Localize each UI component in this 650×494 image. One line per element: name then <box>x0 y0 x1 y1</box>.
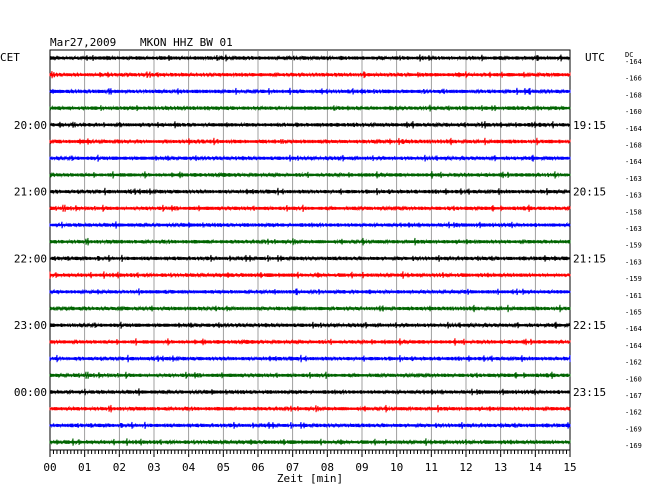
hour-labels: 20:00 21:00 22:00 23:00 00:00 19:15 20:15 21:15… <box>14 119 606 399</box>
dc-value-label: -160 <box>625 375 642 383</box>
dc-value-label: -169 <box>625 425 642 433</box>
trace-line <box>49 71 571 79</box>
x-tick-label: 03 <box>147 461 160 474</box>
minute-gridlines <box>84 50 536 450</box>
dc-value-label: -159 <box>625 242 642 250</box>
trace-line <box>49 338 571 346</box>
x-tick-label: 09 <box>355 461 368 474</box>
trace-line <box>49 388 571 396</box>
dc-value-label: -161 <box>625 292 642 300</box>
left-hour-label: 20:00 <box>14 119 47 132</box>
trace-line <box>49 288 571 296</box>
right-hour-label: 22:15 <box>573 319 606 332</box>
right-hour-label: 21:15 <box>573 252 606 265</box>
x-tick-label: 00 <box>43 461 56 474</box>
date-label: Mar27,2009 <box>50 36 116 49</box>
trace-line <box>49 404 571 413</box>
left-hour-label: 23:00 <box>14 319 47 332</box>
trace-line <box>49 54 571 62</box>
left-hour-label: 00:00 <box>14 386 47 399</box>
x-tick-label: 02 <box>113 461 126 474</box>
dc-value-label: -159 <box>625 275 642 283</box>
dc-value-label: -164 <box>625 342 642 350</box>
trace-line <box>49 137 571 146</box>
x-tick-label: 12 <box>459 461 472 474</box>
right-hour-label: 23:15 <box>573 386 606 399</box>
x-tick-label: 08 <box>321 461 334 474</box>
left-hour-label: 22:00 <box>14 252 47 265</box>
dc-value-label: -160 <box>625 108 642 116</box>
x-tick-label: 14 <box>529 461 543 474</box>
right-hour-label: 19:15 <box>573 119 606 132</box>
x-axis-label: Zeit [min] <box>277 472 343 485</box>
trace-line <box>49 371 571 380</box>
right-timezone-label: UTC <box>585 51 605 64</box>
left-hour-label: 21:00 <box>14 186 47 199</box>
x-tick-label: 06 <box>251 461 264 474</box>
trace-line <box>49 204 571 213</box>
dc-value-label: -168 <box>625 142 642 150</box>
trace-line <box>49 237 571 246</box>
trace-line <box>49 438 571 446</box>
x-tick-label: 01 <box>78 461 91 474</box>
trace-line <box>49 304 571 313</box>
station-label: MKON HHZ BW 01 <box>140 36 233 49</box>
x-tick-label: 13 <box>494 461 507 474</box>
trace-lines <box>49 54 571 446</box>
trace-line <box>49 354 571 363</box>
dc-value-label: -164 <box>625 125 642 133</box>
dc-value-label: -168 <box>625 91 642 99</box>
trace-line <box>49 121 571 129</box>
x-tick-label: 07 <box>286 461 299 474</box>
dc-value-label: -163 <box>625 225 642 233</box>
x-tick-label: 04 <box>182 461 196 474</box>
dc-value-label: -163 <box>625 175 642 183</box>
trace-line <box>49 271 571 279</box>
dc-value-label: -169 <box>625 442 642 450</box>
dc-value-label: -163 <box>625 258 642 266</box>
dc-value-label: -164 <box>625 325 642 333</box>
dc-value-label: -164 <box>625 158 642 166</box>
dc-value-label: -163 <box>625 192 642 200</box>
x-tick-label: 05 <box>217 461 230 474</box>
x-tick-label: 10 <box>390 461 403 474</box>
trace-line <box>49 321 571 329</box>
dc-value-labels: -164 -166 -168 -160 -164 -168 -164 -163 -163 -158… <box>625 58 642 450</box>
trace-line <box>49 187 571 196</box>
x-tick-label: 11 <box>425 461 438 474</box>
trace-line <box>49 87 571 96</box>
x-tick-label: 15 <box>563 461 576 474</box>
dc-value-label: -164 <box>625 58 642 66</box>
dc-value-label: -167 <box>625 392 642 400</box>
trace-line <box>49 154 571 162</box>
left-timezone-label: CET <box>0 51 20 64</box>
trace-line <box>49 254 571 263</box>
trace-line <box>49 171 571 179</box>
dc-value-label: -166 <box>625 75 642 83</box>
dc-value-label: -162 <box>625 409 642 417</box>
x-axis: 00 01 02 03 04 05 06 07 08 09 10 11 12 13 14 15 <box>43 450 577 474</box>
trace-line <box>49 104 571 112</box>
dc-header-label: DC <box>625 51 633 59</box>
dc-value-label: -162 <box>625 359 642 367</box>
dc-value-label: -158 <box>625 208 642 216</box>
dc-value-label: -165 <box>625 309 642 317</box>
right-hour-label: 20:15 <box>573 186 606 199</box>
trace-line <box>49 221 571 229</box>
trace-line <box>49 421 571 430</box>
